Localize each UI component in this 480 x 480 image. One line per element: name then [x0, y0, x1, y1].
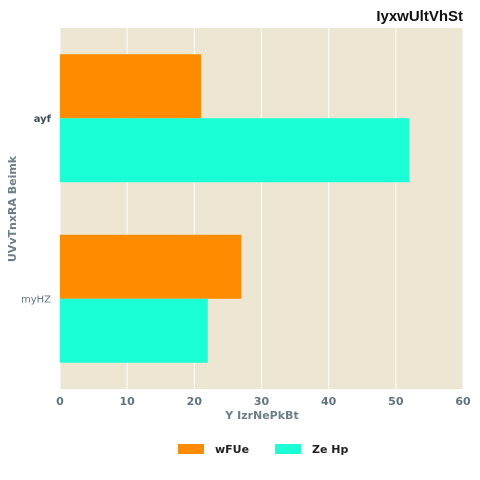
legend-label: wFUe [215, 443, 249, 456]
bar-wfue-myhz [60, 234, 242, 299]
legend: wFUe Ze Hp [178, 443, 348, 456]
x-axis-ticks: 0 10 20 30 40 50 60 [56, 395, 471, 408]
x-tick-label: 10 [120, 395, 136, 408]
x-tick-label: 20 [187, 395, 203, 408]
y-category-label: ayf [34, 114, 52, 125]
y-axis-categories: ayf myHZ [21, 114, 52, 306]
bars [60, 54, 410, 363]
x-tick-label: 50 [388, 395, 404, 408]
x-axis-label: Y IzrNePkBt [224, 409, 298, 422]
x-tick-label: 40 [321, 395, 337, 408]
bar-wfue-ayf [60, 54, 202, 119]
x-tick-label: 60 [455, 395, 471, 408]
bar-ze-hp-ayf [60, 118, 410, 183]
legend-swatch [275, 444, 301, 454]
legend-swatch [178, 444, 204, 454]
y-axis-label: UVvTnxRA Beimk [6, 155, 19, 262]
chart-title: IyxwUltVhSt [376, 8, 463, 25]
bar-ze-hp-myhz [60, 298, 208, 363]
x-tick-label: 0 [56, 395, 64, 408]
x-tick-label: 30 [254, 395, 270, 408]
y-category-label: myHZ [21, 294, 51, 305]
legend-label: Ze Hp [312, 443, 348, 456]
